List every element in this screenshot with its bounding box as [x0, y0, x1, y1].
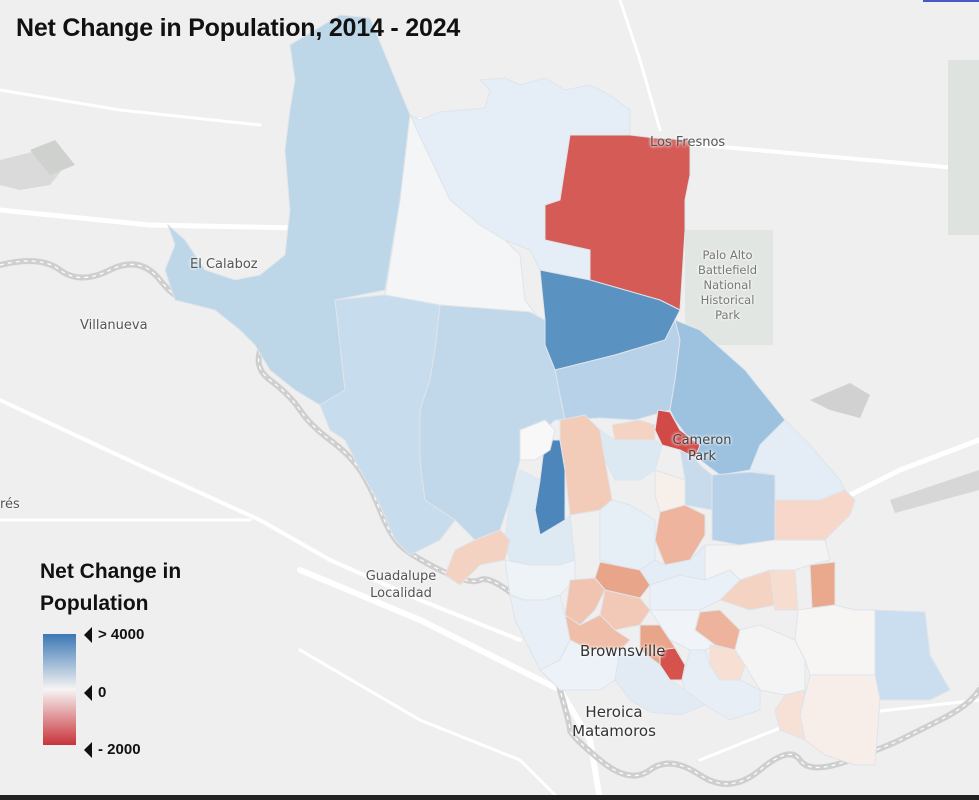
tract-blue-square[interactable]	[711, 471, 776, 546]
tract-light-south[interactable]	[504, 559, 576, 601]
triangle-pointer-icon	[84, 685, 92, 702]
tract-north[interactable]	[408, 77, 631, 281]
label-los-fresnos: Los Fresnos	[650, 135, 726, 150]
tract-salmon-1[interactable]	[559, 414, 613, 516]
land-features	[0, 60, 979, 513]
label-palo-alto: Palo Alto Battlefield National Historica…	[697, 248, 758, 322]
census-tracts[interactable]	[164, 14, 951, 766]
triangle-pointer-icon	[84, 627, 92, 644]
tract-east-blue[interactable]	[669, 319, 786, 476]
bottom-bar	[0, 795, 979, 800]
tract-orange-2[interactable]	[809, 561, 836, 609]
tract-blue-far-east[interactable]	[874, 609, 951, 701]
label-guadalupe-localidad: Guadalupe Localidad	[365, 569, 437, 601]
label-villanueva: Villanueva	[80, 318, 148, 333]
label-brownsville: Brownsville	[580, 642, 666, 660]
tract-salmon-8[interactable]	[769, 569, 799, 611]
tract-salmon-3[interactable]	[654, 504, 706, 566]
tract-white-small[interactable]	[519, 419, 556, 461]
top-accent-bar	[923, 0, 979, 2]
label-res-partial: rés	[0, 497, 20, 512]
label-el-calaboz: El Calaboz	[190, 257, 258, 272]
tract-light-south-3[interactable]	[539, 639, 621, 691]
map-title: Net Change in Population, 2014 - 2024	[16, 14, 461, 42]
tract-salmon-2[interactable]	[611, 419, 656, 441]
legend-tick-min: - 2000	[84, 741, 141, 759]
legend-tick-max: > 4000	[84, 626, 144, 644]
tract-south-light-2[interactable]	[504, 469, 576, 566]
tract-white-south-east[interactable]	[799, 674, 881, 766]
tract-very-light[interactable]	[654, 469, 686, 513]
label-cameron-park: Cameron Park	[672, 433, 732, 464]
tract-salmon-11[interactable]	[774, 689, 806, 741]
tract-light-1[interactable]	[599, 428, 663, 481]
tract-light-south-2[interactable]	[614, 649, 707, 716]
legend-tick-zero: 0	[84, 684, 106, 702]
tract-light-south-east[interactable]	[681, 649, 761, 721]
legend-title: Net Change in Population	[40, 560, 182, 615]
tract-lightest-mid[interactable]	[704, 539, 831, 581]
triangle-pointer-icon	[84, 742, 92, 759]
label-heroica-matamoros: Heroica Matamoros	[572, 703, 656, 740]
tract-white-east[interactable]	[794, 604, 876, 676]
legend-color-ramp	[43, 634, 76, 745]
tract-south-light-1[interactable]	[599, 499, 656, 571]
tract-light-far[interactable]	[639, 543, 706, 586]
